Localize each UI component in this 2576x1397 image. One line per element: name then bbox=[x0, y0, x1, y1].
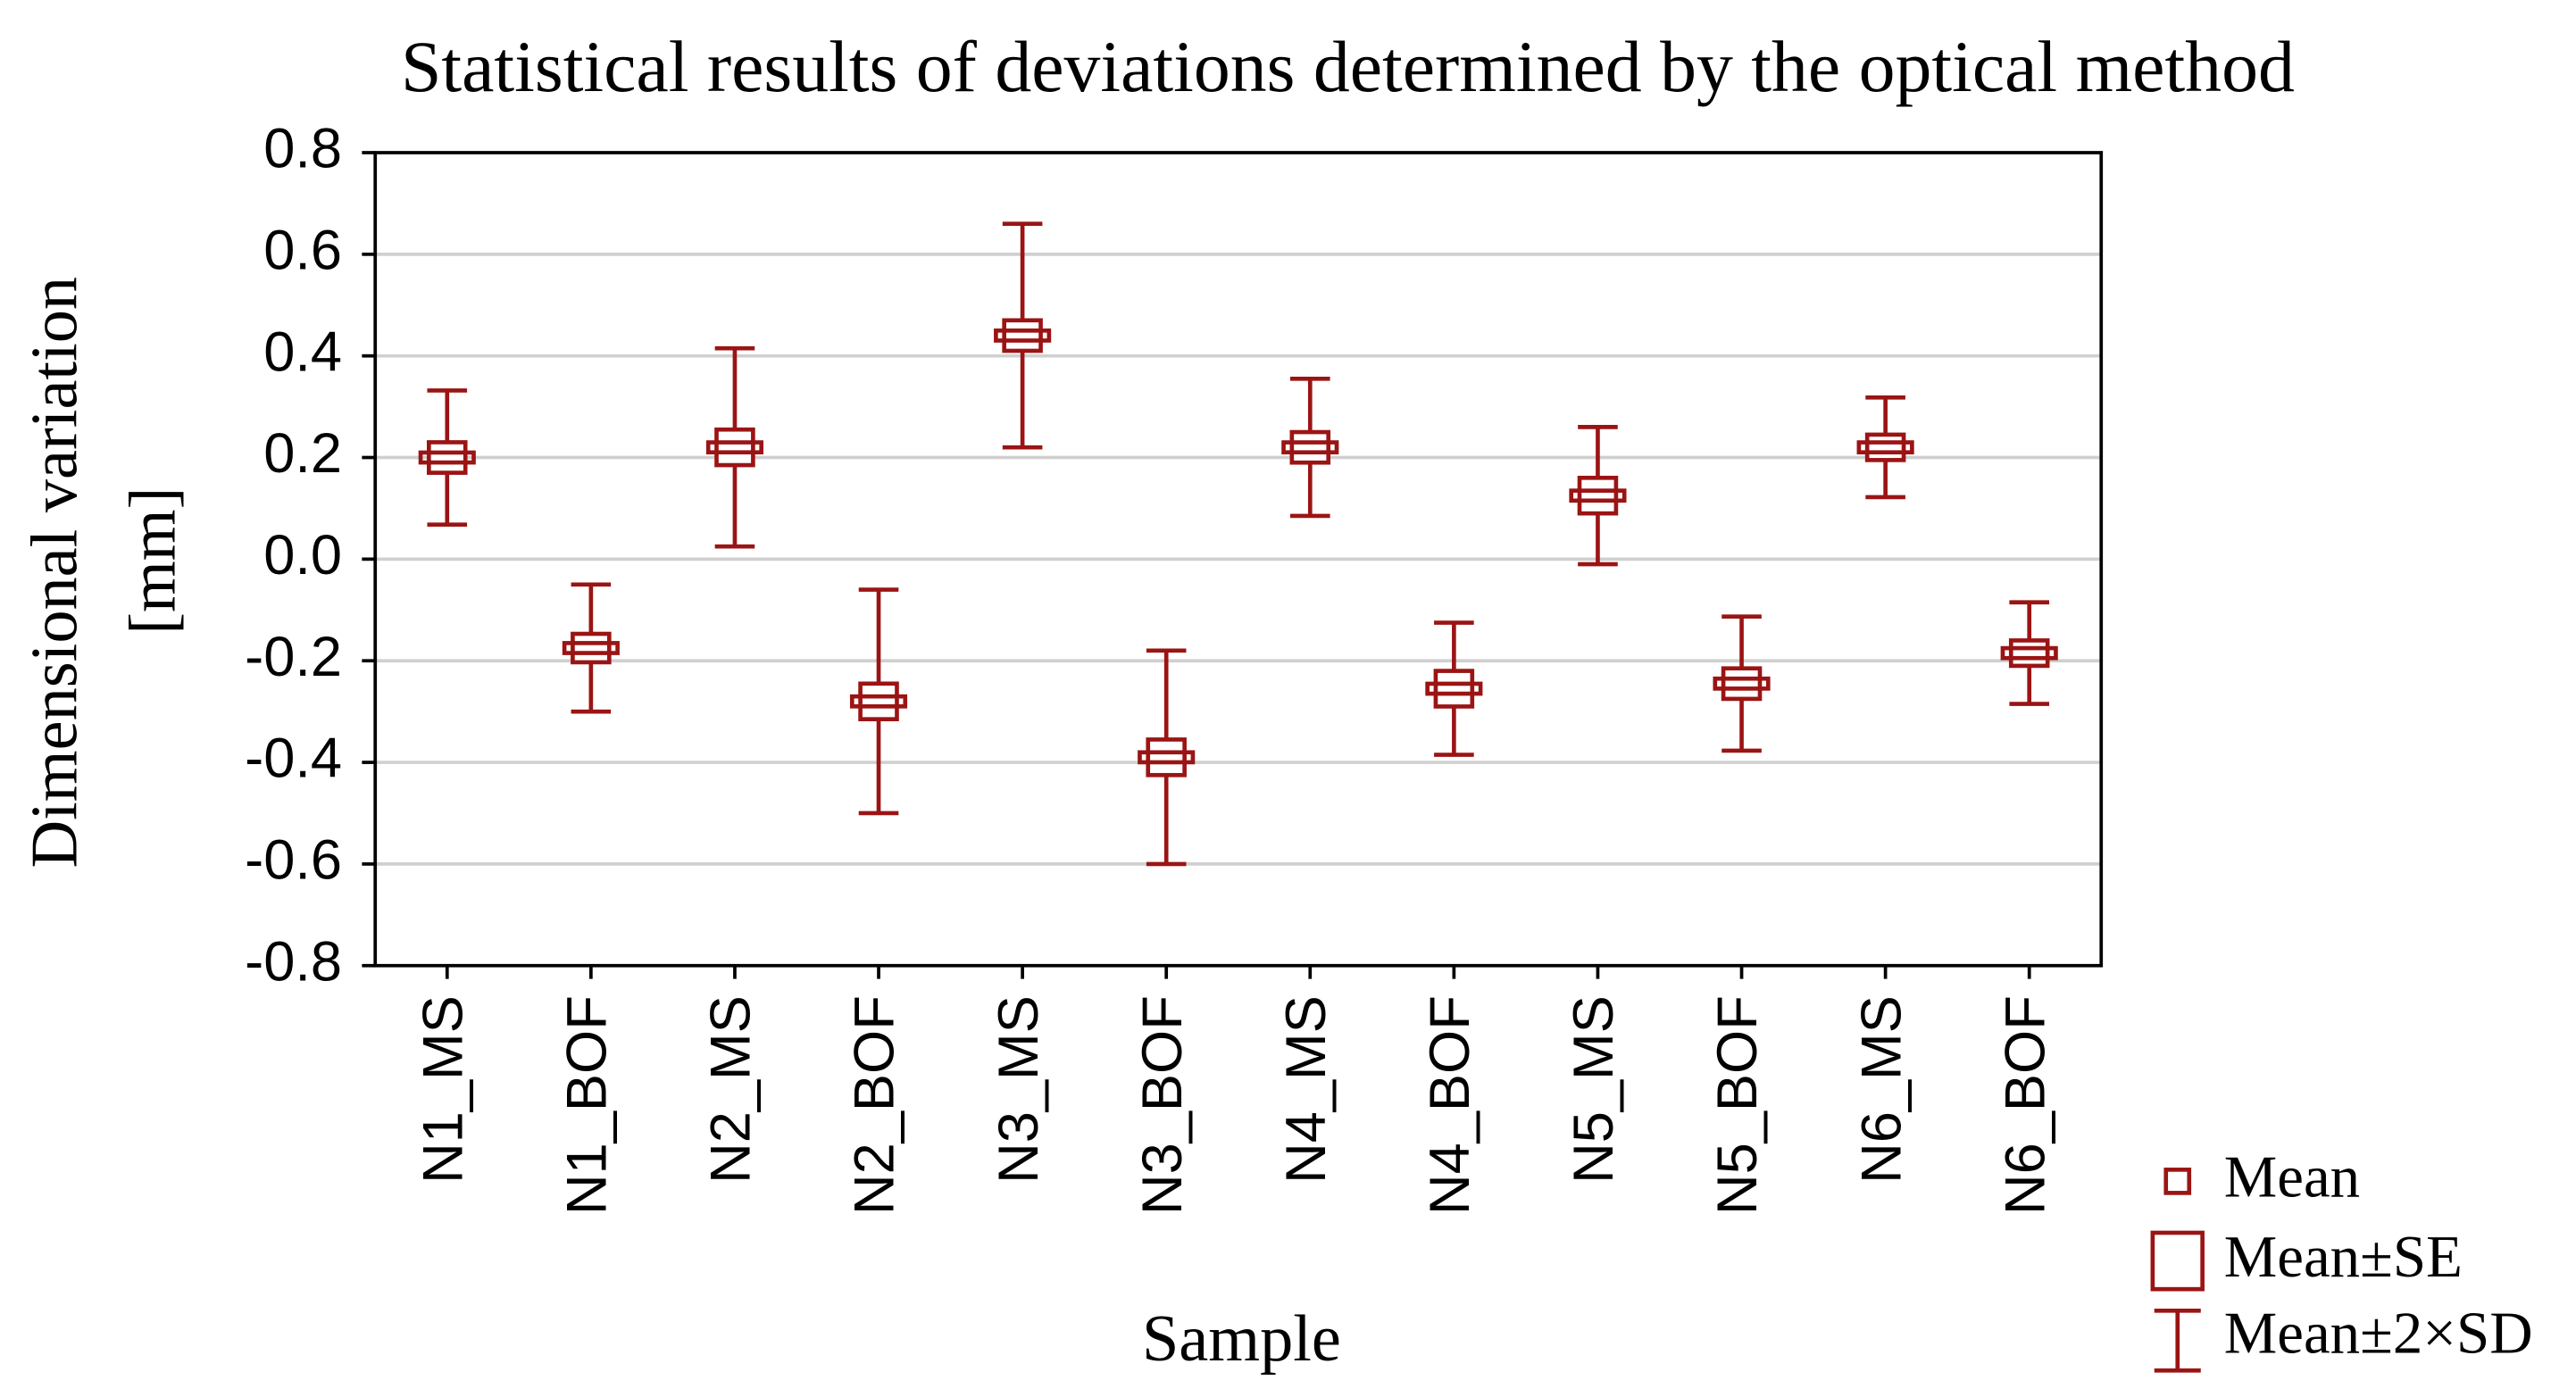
plot-frame bbox=[373, 151, 2104, 968]
mean-marker bbox=[705, 440, 764, 455]
y-tick-label: 0.0 bbox=[263, 524, 342, 586]
y-tick-label: 0.4 bbox=[263, 320, 342, 383]
mean-marker bbox=[562, 641, 620, 655]
x-tick-label: N4_BOF bbox=[1419, 995, 1481, 1215]
mean-marker bbox=[1425, 681, 1483, 696]
chart-title: Statistical results of deviations determ… bbox=[401, 26, 2295, 107]
x-tick-label: N6_BOF bbox=[1994, 995, 2056, 1215]
se-box bbox=[427, 440, 468, 475]
x-tick-label: N6_MS bbox=[1850, 995, 1913, 1184]
y-tick-label: -0.6 bbox=[245, 829, 342, 892]
x-tick-label: N1_BOF bbox=[556, 995, 619, 1215]
se-box bbox=[571, 631, 612, 665]
y-tick-label: -0.2 bbox=[245, 626, 342, 688]
x-tick-label: N3_BOF bbox=[1131, 995, 1194, 1215]
mean-marker bbox=[1856, 440, 1914, 455]
legend-label: Mean±2×SD bbox=[2224, 1300, 2533, 1366]
se-box bbox=[714, 427, 755, 468]
y-tick-label: 0.2 bbox=[263, 422, 342, 485]
mean-marker bbox=[849, 694, 908, 709]
x-tick-label: N4_MS bbox=[1275, 995, 1338, 1184]
x-tick-label: N3_MS bbox=[988, 995, 1050, 1184]
legend-label: Mean±SE bbox=[2224, 1224, 2463, 1290]
se-box bbox=[1577, 475, 1619, 516]
y-tick-label: -0.4 bbox=[245, 728, 342, 790]
mean-marker bbox=[1569, 488, 1627, 503]
mean-marker bbox=[1281, 440, 1339, 455]
x-tick-label: N2_BOF bbox=[844, 995, 906, 1215]
x-tick-label: N5_BOF bbox=[1706, 995, 1769, 1215]
mean-marker bbox=[1713, 676, 1771, 691]
mean-marker bbox=[2000, 645, 2058, 661]
mean-marker bbox=[1138, 750, 1196, 765]
legend-sd-icon bbox=[2154, 1309, 2201, 1373]
se-box bbox=[1289, 429, 1331, 465]
x-tick-label: N2_MS bbox=[700, 995, 763, 1184]
x-axis-label: Sample bbox=[1142, 1302, 1341, 1376]
y-axis-unit: [mm] bbox=[116, 487, 189, 635]
x-tick-label: N5_MS bbox=[1563, 995, 1625, 1184]
se-box bbox=[1146, 737, 1187, 777]
se-box bbox=[2008, 638, 2050, 669]
se-box bbox=[1864, 432, 1906, 462]
se-box bbox=[1002, 318, 1043, 353]
se-box bbox=[1433, 669, 1475, 709]
se-box bbox=[1721, 666, 1763, 702]
legend-label: Mean bbox=[2224, 1144, 2360, 1210]
x-tick-label: N1_MS bbox=[412, 995, 474, 1184]
y-axis-label: Dimensional variation bbox=[19, 277, 92, 869]
y-tick-label: 0.8 bbox=[263, 118, 342, 180]
se-box bbox=[858, 681, 899, 721]
y-tick-label: -0.8 bbox=[245, 930, 342, 993]
legend-se-icon bbox=[2150, 1230, 2205, 1292]
legend-mean-icon bbox=[2163, 1168, 2192, 1195]
mean-marker bbox=[418, 450, 476, 465]
mean-marker bbox=[994, 328, 1052, 343]
y-tick-label: 0.6 bbox=[263, 220, 342, 282]
